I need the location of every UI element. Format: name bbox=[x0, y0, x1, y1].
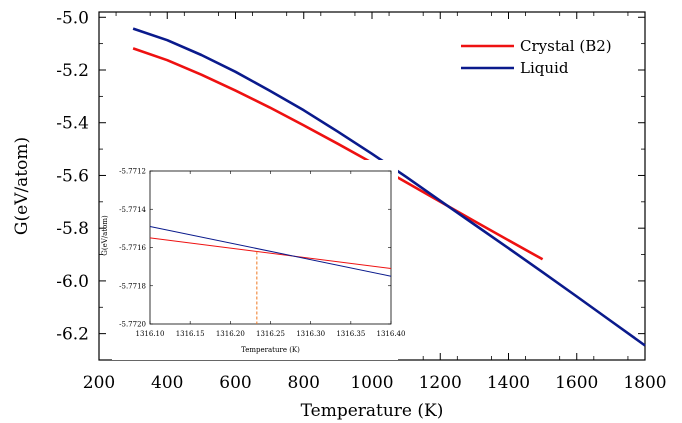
inset-y-tick-label: -5.7716 bbox=[119, 244, 146, 252]
inset-y-tick-label: -5.7712 bbox=[119, 168, 146, 176]
y-tick-label: -6.0 bbox=[56, 272, 89, 292]
inset-x-tick-label: 1316.40 bbox=[377, 330, 406, 338]
x-tick-label: 1600 bbox=[555, 373, 598, 393]
inset-y-tick-label: -5.7714 bbox=[119, 206, 146, 214]
inset-series-line-crystal bbox=[149, 237, 392, 269]
inset-y-tick-label: -5.7718 bbox=[119, 282, 146, 290]
x-tick-label: 1400 bbox=[487, 373, 530, 393]
x-tick-label: 600 bbox=[219, 373, 251, 393]
y-tick-label: -6.2 bbox=[56, 325, 89, 345]
x-tick-label: 400 bbox=[151, 373, 183, 393]
inset-x-tick-label: 1316.20 bbox=[216, 330, 245, 338]
inset-x-axis-title: Temperature (K) bbox=[241, 346, 300, 354]
legend-label-crystal: Crystal (B2) bbox=[520, 37, 612, 55]
x-tick-label: 200 bbox=[83, 373, 115, 393]
inset-x-tick-label: 1316.15 bbox=[176, 330, 205, 338]
y-tick-label: -5.0 bbox=[56, 8, 89, 28]
inset-x-tick-label: 1316.25 bbox=[256, 330, 285, 338]
y-tick-label: -5.4 bbox=[56, 114, 89, 134]
inset-x-tick-label: 1316.35 bbox=[336, 330, 365, 338]
inset-x-tick-label: 1316.30 bbox=[296, 330, 325, 338]
inset-y-axis-title: G(eV/atom) bbox=[101, 215, 109, 256]
inset-series-line-liquid bbox=[149, 226, 392, 277]
y-tick-label: -5.8 bbox=[56, 219, 89, 239]
inset-x-tick-label: 1316.10 bbox=[136, 330, 165, 338]
inset-y-tick-label: -5.7720 bbox=[119, 321, 146, 329]
x-tick-label: 800 bbox=[288, 373, 320, 393]
y-axis-title: G(eV/atom) bbox=[12, 137, 32, 235]
x-axis-title: Temperature (K) bbox=[301, 401, 444, 421]
inset-background bbox=[112, 160, 398, 360]
x-tick-label: 1200 bbox=[419, 373, 462, 393]
series-line-crystal bbox=[132, 47, 544, 261]
y-tick-label: -5.6 bbox=[56, 166, 89, 186]
legend-label-liquid: Liquid bbox=[520, 59, 569, 77]
inset-plot-area: 1316.10 1316.15 1316.20 1316.25 1316.30 1316.… bbox=[101, 160, 405, 360]
y-tick-label: -5.2 bbox=[56, 61, 89, 81]
x-tick-label: 1000 bbox=[350, 373, 393, 393]
x-tick-label: 1800 bbox=[623, 373, 666, 393]
